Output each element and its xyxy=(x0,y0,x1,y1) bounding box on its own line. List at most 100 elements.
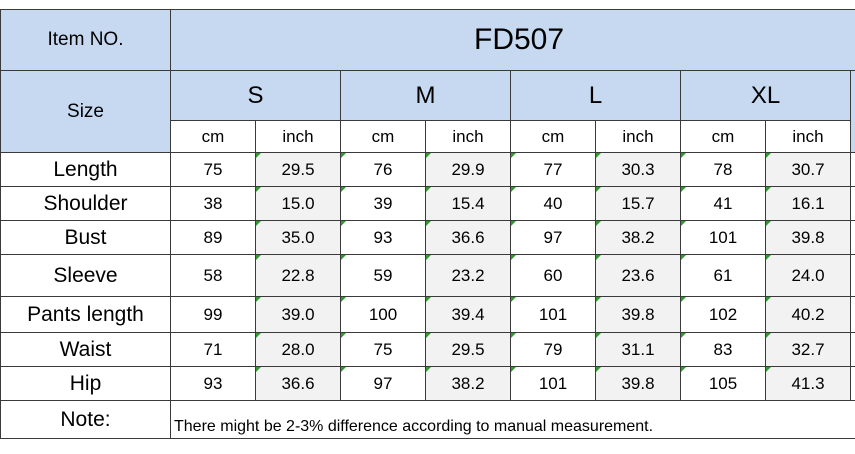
measurement-row: Sleeve 58 22.8 59 23.2 60 23.6 61 24.0 xyxy=(0,254,855,297)
row-edge-cell xyxy=(849,254,855,297)
item-number-row: Item NO. FD507 xyxy=(0,9,855,71)
value-cm: 93 xyxy=(340,220,426,255)
value-inch: 29.5 xyxy=(425,332,511,367)
value-cm: 97 xyxy=(510,220,596,255)
value-inch: 15.0 xyxy=(255,186,341,221)
value-inch: 28.0 xyxy=(255,332,341,367)
value-inch: 16.1 xyxy=(765,186,851,221)
value-inch: 24.0 xyxy=(765,254,851,297)
item-number-value: FD507 xyxy=(169,9,855,71)
measurement-label: Hip xyxy=(0,366,171,401)
unit-inch: inch xyxy=(255,120,341,153)
size-label: Size xyxy=(0,70,171,153)
measurement-row: Waist 71 28.0 75 29.5 79 31.1 83 32.7 xyxy=(0,332,855,367)
row-edge-cell xyxy=(849,152,855,187)
value-inch: 15.4 xyxy=(425,186,511,221)
value-inch: 29.9 xyxy=(425,152,511,187)
value-inch: 22.8 xyxy=(255,254,341,297)
value-inch: 36.6 xyxy=(255,366,341,401)
size-xl-header: XL xyxy=(680,70,851,121)
value-cm: 89 xyxy=(170,220,256,255)
value-inch: 30.3 xyxy=(595,152,681,187)
value-inch: 41.3 xyxy=(765,366,851,401)
value-cm: 39 xyxy=(340,186,426,221)
value-cm: 105 xyxy=(680,366,766,401)
unit-inch: inch xyxy=(765,120,851,153)
value-cm: 102 xyxy=(680,296,766,333)
value-cm: 76 xyxy=(340,152,426,187)
unit-cm: cm xyxy=(170,120,256,153)
row-edge-cell xyxy=(849,220,855,255)
value-cm: 38 xyxy=(170,186,256,221)
measurement-row: Shoulder 38 15.0 39 15.4 40 15.7 41 16.1 xyxy=(0,186,855,221)
value-cm: 101 xyxy=(680,220,766,255)
size-m-header: M xyxy=(340,70,511,121)
value-cm: 71 xyxy=(170,332,256,367)
value-cm: 75 xyxy=(170,152,256,187)
note-text: There might be 2-3% difference according… xyxy=(169,400,855,439)
value-cm: 40 xyxy=(510,186,596,221)
unit-inch: inch xyxy=(425,120,511,153)
value-inch: 39.8 xyxy=(595,296,681,333)
row-edge-cell xyxy=(849,366,855,401)
value-inch: 31.1 xyxy=(595,332,681,367)
note-label: Note: xyxy=(0,400,171,439)
value-cm: 83 xyxy=(680,332,766,367)
value-inch: 32.7 xyxy=(765,332,851,367)
row-edge-cell xyxy=(849,186,855,221)
value-inch: 39.0 xyxy=(255,296,341,333)
value-inch: 23.6 xyxy=(595,254,681,297)
value-cm: 78 xyxy=(680,152,766,187)
measurement-row: Hip 93 36.6 97 38.2 101 39.8 105 41.3 xyxy=(0,366,855,401)
measurement-row: Length 75 29.5 76 29.9 77 30.3 78 30.7 xyxy=(0,152,855,187)
measurement-label: Bust xyxy=(0,220,171,255)
value-cm: 99 xyxy=(170,296,256,333)
value-cm: 79 xyxy=(510,332,596,367)
value-cm: 101 xyxy=(510,296,596,333)
size-chart-table: Item NO. FD507 Size S M L XL cm inch cm … xyxy=(0,9,855,439)
value-cm: 101 xyxy=(510,366,596,401)
value-inch: 36.6 xyxy=(425,220,511,255)
value-cm: 100 xyxy=(340,296,426,333)
value-inch: 39.8 xyxy=(765,220,851,255)
value-inch: 30.7 xyxy=(765,152,851,187)
value-cm: 97 xyxy=(340,366,426,401)
value-inch: 38.2 xyxy=(425,366,511,401)
measurement-label: Waist xyxy=(0,332,171,367)
value-inch: 35.0 xyxy=(255,220,341,255)
measurement-label: Length xyxy=(0,152,171,187)
value-cm: 41 xyxy=(680,186,766,221)
value-inch: 38.2 xyxy=(595,220,681,255)
unit-inch: inch xyxy=(595,120,681,153)
value-inch: 40.2 xyxy=(765,296,851,333)
unit-cm: cm xyxy=(340,120,426,153)
value-cm: 75 xyxy=(340,332,426,367)
header-edge-cell xyxy=(849,70,855,153)
row-edge-cell xyxy=(849,332,855,367)
value-cm: 93 xyxy=(170,366,256,401)
value-cm: 61 xyxy=(680,254,766,297)
item-number-label: Item NO. xyxy=(0,9,171,71)
size-row: Size S M L XL xyxy=(0,70,855,153)
size-s-header: S xyxy=(170,70,341,121)
unit-cm: cm xyxy=(680,120,766,153)
value-cm: 60 xyxy=(510,254,596,297)
value-inch: 29.5 xyxy=(255,152,341,187)
value-cm: 59 xyxy=(340,254,426,297)
value-inch: 39.4 xyxy=(425,296,511,333)
unit-row: cm inch cm inch cm inch cm inch xyxy=(1,120,855,153)
value-cm: 77 xyxy=(510,152,596,187)
measurement-label: Pants length xyxy=(0,296,171,333)
value-inch: 15.7 xyxy=(595,186,681,221)
size-l-header: L xyxy=(510,70,681,121)
row-edge-cell xyxy=(849,296,855,333)
value-inch: 39.8 xyxy=(595,366,681,401)
value-cm: 58 xyxy=(170,254,256,297)
note-row: Note: There might be 2-3% difference acco… xyxy=(0,400,855,439)
measurement-label: Shoulder xyxy=(0,186,171,221)
measurement-row: Bust 89 35.0 93 36.6 97 38.2 101 39.8 xyxy=(0,220,855,255)
measurement-label: Sleeve xyxy=(0,254,171,297)
unit-cm: cm xyxy=(510,120,596,153)
measurement-row: Pants length 99 39.0 100 39.4 101 39.8 102 40.2 xyxy=(0,296,855,333)
value-inch: 23.2 xyxy=(425,254,511,297)
